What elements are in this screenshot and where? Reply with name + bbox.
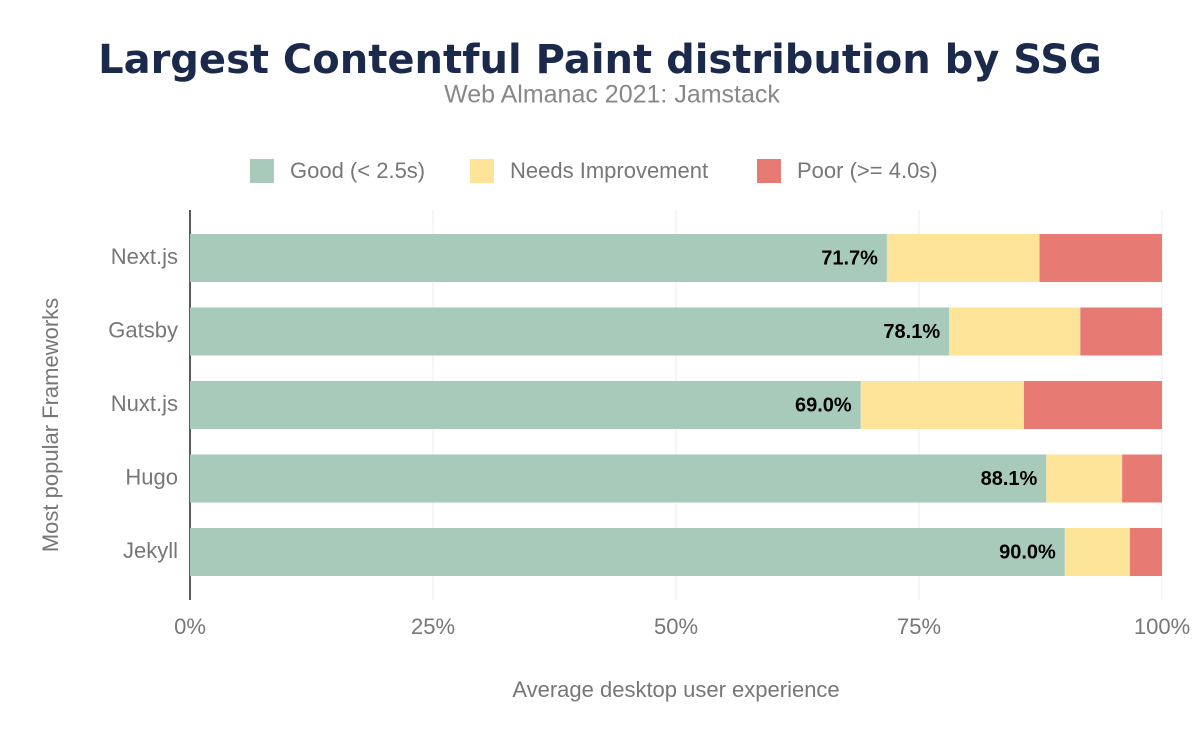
data-label: 90.0%	[999, 541, 1056, 563]
bar-segment	[190, 381, 861, 429]
y-tick-label: Gatsby	[108, 317, 178, 342]
bar-segment	[190, 307, 950, 356]
bar-segment	[860, 381, 1024, 429]
bar-segment	[190, 234, 887, 282]
data-label: 88.1%	[981, 468, 1038, 490]
bar-segment	[1080, 307, 1162, 356]
bar-segment	[1064, 528, 1130, 576]
legend-label: Good (< 2.5s)	[290, 158, 425, 183]
y-tick-label: Next.js	[111, 244, 178, 269]
legend-label: Needs Improvement	[510, 158, 708, 183]
chart-subtitle: Web Almanac 2021: Jamstack	[444, 81, 780, 109]
bar-segment	[1122, 454, 1162, 503]
data-label: 69.0%	[795, 394, 852, 416]
x-tick-label: 100%	[1134, 614, 1190, 639]
x-axis-title: Average desktop user experience	[512, 677, 839, 702]
bar-segment	[1023, 381, 1162, 429]
legend-swatch	[250, 159, 274, 183]
bar-segment	[886, 234, 1040, 282]
x-tick-label: 75%	[897, 614, 941, 639]
y-axis-title: Most popular Frameworks	[38, 298, 63, 552]
x-tick-label: 0%	[174, 614, 206, 639]
bar-segment	[1039, 234, 1162, 282]
data-label: 78.1%	[883, 321, 940, 343]
bar-segment	[190, 528, 1065, 576]
legend-swatch	[757, 159, 781, 183]
data-label: 71.7%	[821, 247, 878, 269]
legend-label: Poor (>= 4.0s)	[797, 158, 938, 183]
legend-swatch	[470, 159, 494, 183]
y-tick-label: Hugo	[125, 464, 178, 489]
x-tick-label: 50%	[654, 614, 698, 639]
chart-title: Largest Contentful Paint distribution by…	[98, 37, 1102, 83]
bar-segment	[1129, 528, 1162, 576]
bar-segment	[949, 307, 1081, 356]
x-tick-label: 25%	[411, 614, 455, 639]
y-tick-label: Nuxt.js	[111, 391, 178, 416]
bar-segment	[190, 454, 1047, 503]
y-tick-label: Jekyll	[123, 538, 178, 563]
bar-segment	[1046, 454, 1123, 503]
